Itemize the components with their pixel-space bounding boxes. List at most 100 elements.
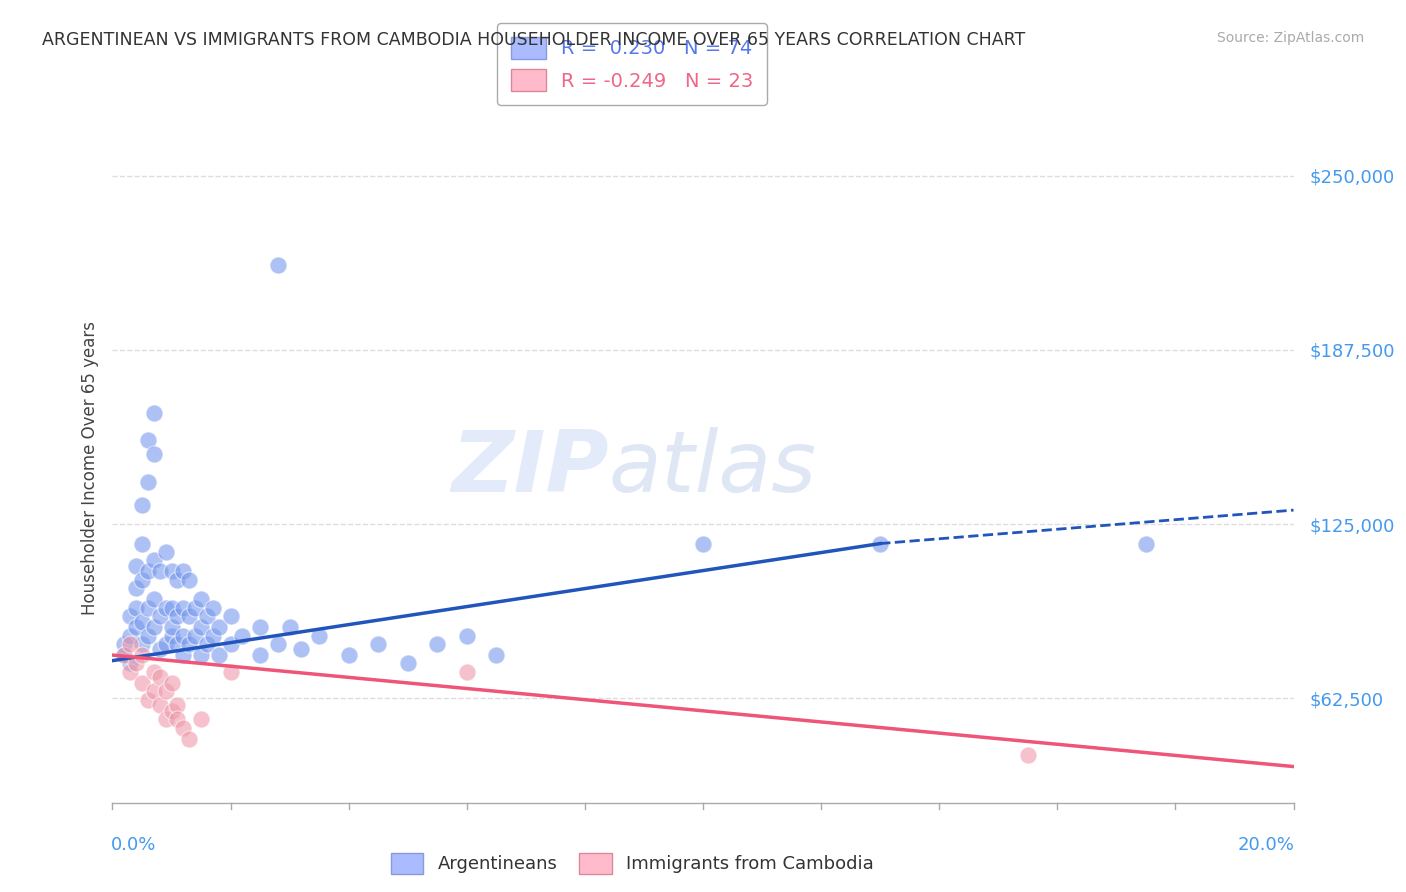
Point — [125, 558, 148, 573]
Point — [195, 637, 218, 651]
Point — [869, 536, 891, 550]
Point — [166, 712, 188, 726]
Point — [172, 565, 194, 579]
Point — [149, 670, 172, 684]
Point — [131, 536, 153, 550]
Point — [131, 637, 153, 651]
Text: ZIP: ZIP — [451, 426, 609, 510]
Point — [125, 657, 148, 671]
Text: ARGENTINEAN VS IMMIGRANTS FROM CAMBODIA HOUSEHOLDER INCOME OVER 65 YEARS CORRELA: ARGENTINEAN VS IMMIGRANTS FROM CAMBODIA … — [42, 31, 1025, 49]
Point — [149, 609, 172, 624]
Point — [142, 665, 165, 679]
Point — [155, 545, 177, 559]
Point — [219, 609, 242, 624]
Point — [166, 698, 188, 713]
Point — [120, 637, 142, 651]
Point — [219, 665, 242, 679]
Point — [131, 498, 153, 512]
Point — [396, 657, 419, 671]
Point — [367, 637, 389, 651]
Point — [120, 665, 142, 679]
Point — [149, 698, 172, 713]
Point — [201, 628, 224, 642]
Point — [692, 536, 714, 550]
Point — [160, 676, 183, 690]
Text: Source: ZipAtlas.com: Source: ZipAtlas.com — [1216, 31, 1364, 45]
Point — [166, 637, 188, 651]
Point — [112, 637, 135, 651]
Text: atlas: atlas — [609, 426, 817, 510]
Point — [308, 628, 330, 642]
Point — [136, 600, 159, 615]
Point — [155, 600, 177, 615]
Text: 0.0%: 0.0% — [111, 836, 156, 854]
Point — [112, 648, 135, 662]
Point — [172, 721, 194, 735]
Point — [195, 609, 218, 624]
Point — [160, 620, 183, 634]
Point — [179, 573, 201, 587]
Point — [136, 628, 159, 642]
Point — [149, 642, 172, 657]
Point — [155, 684, 177, 698]
Point — [208, 648, 231, 662]
Point — [160, 704, 183, 718]
Point — [278, 620, 301, 634]
Point — [249, 620, 271, 634]
Point — [190, 712, 212, 726]
Point — [172, 600, 194, 615]
Point — [160, 565, 183, 579]
Point — [184, 628, 207, 642]
Y-axis label: Householder Income Over 65 years: Householder Income Over 65 years — [80, 321, 98, 615]
Text: 20.0%: 20.0% — [1237, 836, 1295, 854]
Point — [160, 628, 183, 642]
Point — [190, 648, 212, 662]
Point — [136, 692, 159, 706]
Point — [125, 600, 148, 615]
Point — [219, 637, 242, 651]
Point — [131, 676, 153, 690]
Point — [120, 628, 142, 642]
Point — [142, 684, 165, 698]
Point — [1135, 536, 1157, 550]
Point — [184, 600, 207, 615]
Point — [160, 600, 183, 615]
Point — [142, 406, 165, 420]
Point — [267, 258, 290, 272]
Point — [231, 628, 253, 642]
Point — [179, 637, 201, 651]
Point — [120, 609, 142, 624]
Point — [456, 665, 478, 679]
Legend: Argentineans, Immigrants from Cambodia: Argentineans, Immigrants from Cambodia — [384, 846, 882, 880]
Point — [131, 573, 153, 587]
Point — [1017, 748, 1039, 763]
Point — [136, 434, 159, 448]
Point — [249, 648, 271, 662]
Point — [155, 637, 177, 651]
Point — [290, 642, 312, 657]
Point — [131, 648, 153, 662]
Point — [120, 657, 142, 671]
Point — [267, 637, 290, 651]
Point — [136, 475, 159, 490]
Point — [179, 731, 201, 746]
Point — [172, 648, 194, 662]
Point — [190, 592, 212, 607]
Point — [142, 447, 165, 461]
Point — [208, 620, 231, 634]
Point — [172, 628, 194, 642]
Point — [426, 637, 449, 651]
Point — [456, 628, 478, 642]
Point — [179, 609, 201, 624]
Point — [112, 648, 135, 662]
Point — [136, 565, 159, 579]
Point — [190, 620, 212, 634]
Point — [125, 581, 148, 595]
Point — [201, 600, 224, 615]
Point — [149, 565, 172, 579]
Point — [485, 648, 508, 662]
Point — [125, 620, 148, 634]
Point — [142, 620, 165, 634]
Point — [142, 592, 165, 607]
Point — [142, 553, 165, 567]
